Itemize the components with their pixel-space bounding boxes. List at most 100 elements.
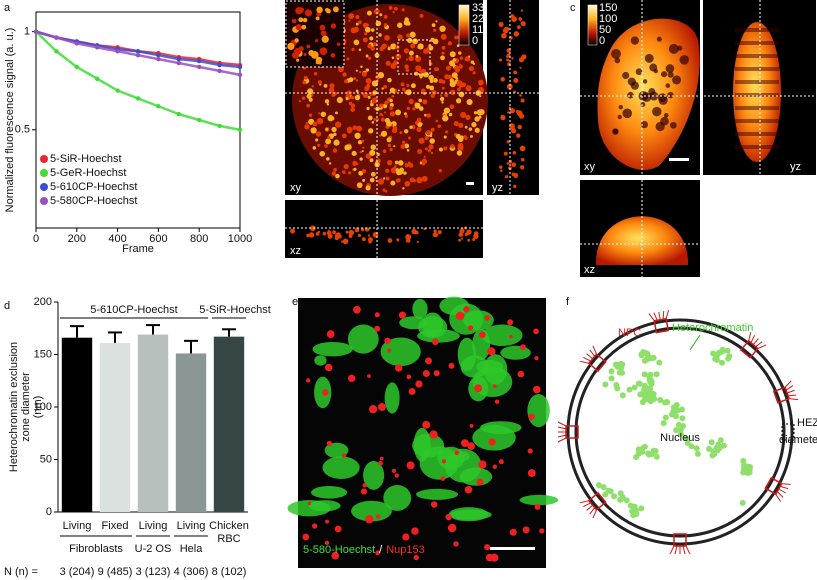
group-label: Fibroblasts [69,543,123,555]
chromatin-bead [638,505,645,512]
speckle [405,58,409,61]
speckle [429,79,434,84]
speckle [403,171,407,175]
speckle [384,111,387,114]
chromatin-bead [742,463,749,470]
npc-icon [579,345,607,373]
chromatin-bead [720,442,727,449]
y-axis-label: Normalized fluorescence signal (a. u.) [4,28,16,213]
npc-dot [474,384,482,393]
speckle [355,89,359,93]
heterochromatin-blob [519,494,559,506]
speckle [418,69,422,73]
npc-dot [353,305,361,314]
chromatin-bead [656,359,663,366]
speckle [329,83,335,89]
npc-dot [454,450,460,456]
chromatin-bead [646,355,653,362]
speckle [352,125,358,130]
speckle [519,94,522,97]
speckle [346,144,352,150]
speckle [417,43,424,50]
npc-dot [413,554,419,561]
speckle [412,179,417,183]
speckle [512,150,517,155]
chromatin-bead [740,458,747,465]
speckle [384,117,390,124]
speckle [319,47,328,56]
chromatin-bead [623,497,630,504]
colorbar-label: 0 [599,35,605,47]
data-point [217,62,222,68]
speckle [367,95,371,99]
speckle [385,168,390,173]
speckle [390,180,396,186]
speckle [365,153,372,159]
speckle [361,71,367,77]
dark-spot [667,71,674,78]
chromatin-bead [611,493,618,500]
speckle [367,234,371,237]
npc-icon [579,491,607,519]
dark-spot [622,71,630,80]
speckle [458,238,461,242]
heterochromatin-blob [347,324,379,354]
npc-dot [378,460,383,466]
speckle [407,37,413,44]
speckle [309,225,316,232]
speckle [381,114,384,117]
speckle [412,38,419,45]
speckle [416,240,419,243]
y-tick-label: 200 [34,296,52,308]
speckle [510,128,517,134]
chromatin-bead [616,369,623,376]
scale-bar [466,182,474,185]
chromatin-bead [631,384,638,391]
speckle [355,22,359,26]
speckle [385,176,390,181]
npc-filament [557,426,567,430]
dark-spot [630,81,640,90]
x-tick-label: 600 [149,233,167,245]
speckle [360,65,363,68]
chromatin-bead [645,395,652,402]
dark-spot [618,105,623,110]
speckle [444,92,449,97]
bracket-label: 5-SiR-Hoechst [199,304,271,316]
speckle [361,228,365,232]
chromatin-bead [708,439,715,446]
speckle [519,113,525,119]
chromatin-bead [619,392,626,399]
data-point [197,64,202,70]
data-point [33,29,39,34]
heterochromatin-blob [459,467,493,486]
npc-dot [447,523,457,533]
speckle [429,138,435,144]
speckle [506,140,510,144]
stripe [735,93,779,97]
speckle [370,46,376,51]
speckle [365,23,369,27]
colorbar-label: 22 [472,13,484,25]
speckle [335,236,339,241]
npc-filament [755,341,763,348]
speckle [410,83,416,89]
npc-filament [669,545,675,555]
npc-dot [394,364,403,372]
speckle [420,122,423,126]
data-point [237,72,243,78]
speckle [408,163,414,168]
speckle [519,145,526,152]
heterochromatin-blob [384,382,400,414]
speckle [361,237,366,242]
speckle [520,165,525,170]
npc-filament [589,349,596,357]
heterochromatin-blob [363,460,385,490]
chromatin-bead [705,445,712,452]
speckle [419,75,423,79]
speckle [325,127,329,131]
data-point [156,53,161,58]
stripe [735,54,779,58]
y-tick-label: 0 [46,506,52,518]
speckle [392,126,398,132]
